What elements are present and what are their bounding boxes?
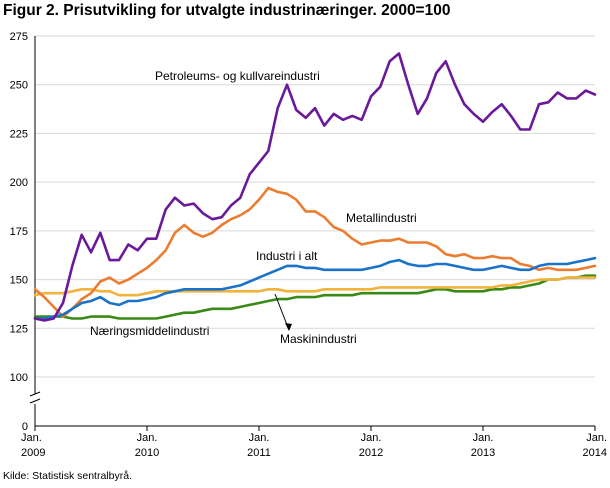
x-tick-label: Jan. [586, 432, 607, 444]
y-tick-label: 125 [10, 323, 28, 335]
y-tick-label: 250 [10, 80, 28, 92]
annotation-industri: Industri i alt [256, 249, 318, 263]
x-tick-label: 2014 [583, 447, 607, 459]
annotation-naeringsmiddel: Næringsmiddelindustri [90, 324, 209, 338]
gridlines [35, 35, 595, 378]
series-line-maskin [33, 274, 597, 320]
x-tick-label: Jan. [249, 432, 270, 444]
y-tick-label: 0 [22, 421, 28, 433]
series-line-metall [33, 186, 597, 318]
x-tick-label: 2010 [135, 447, 159, 459]
y-tick-label: 200 [10, 177, 28, 189]
source-note: Kilde: Statistisk sentralbyrå. [3, 470, 132, 482]
x-tick-label: Jan. [21, 432, 42, 444]
series-line-industri [33, 256, 597, 320]
x-tick-label: 2013 [471, 447, 495, 459]
series-line-naeringsmiddel [33, 276, 597, 297]
y-tick-label: 225 [10, 128, 28, 140]
y-tick-label: 100 [10, 372, 28, 384]
x-tick-label: Jan. [473, 432, 494, 444]
series-line-petroleum [33, 52, 597, 322]
x-tick-label: Jan. [361, 432, 382, 444]
series-lines [33, 52, 597, 322]
axes: 0 100 125 150 175 200 225 250 275 Jan. 2009 Jan. 201… [10, 31, 607, 459]
annotation-maskin: Maskinindustri [280, 332, 357, 346]
axis-break-mark [29, 391, 41, 397]
y-tick-label: 275 [10, 31, 28, 43]
annotation-leader-arrowhead [285, 323, 292, 331]
series-annotations: Petroleums- og kullvareindustri Metallind… [90, 69, 417, 346]
y-tick-label: 175 [10, 226, 28, 238]
x-tick-label: 2009 [21, 447, 45, 459]
x-tick-label: Jan. [137, 432, 158, 444]
x-tick-label: 2012 [359, 447, 383, 459]
figure-title: Figur 2. Prisutvikling for utvalgte indu… [3, 2, 451, 19]
annotation-metall: Metallindustri [346, 211, 417, 225]
axis-break-mark [29, 398, 41, 404]
y-tick-label: 150 [10, 275, 28, 287]
x-tick-label: 2011 [247, 447, 271, 459]
annotation-petroleum: Petroleums- og kullvareindustri [155, 69, 320, 83]
